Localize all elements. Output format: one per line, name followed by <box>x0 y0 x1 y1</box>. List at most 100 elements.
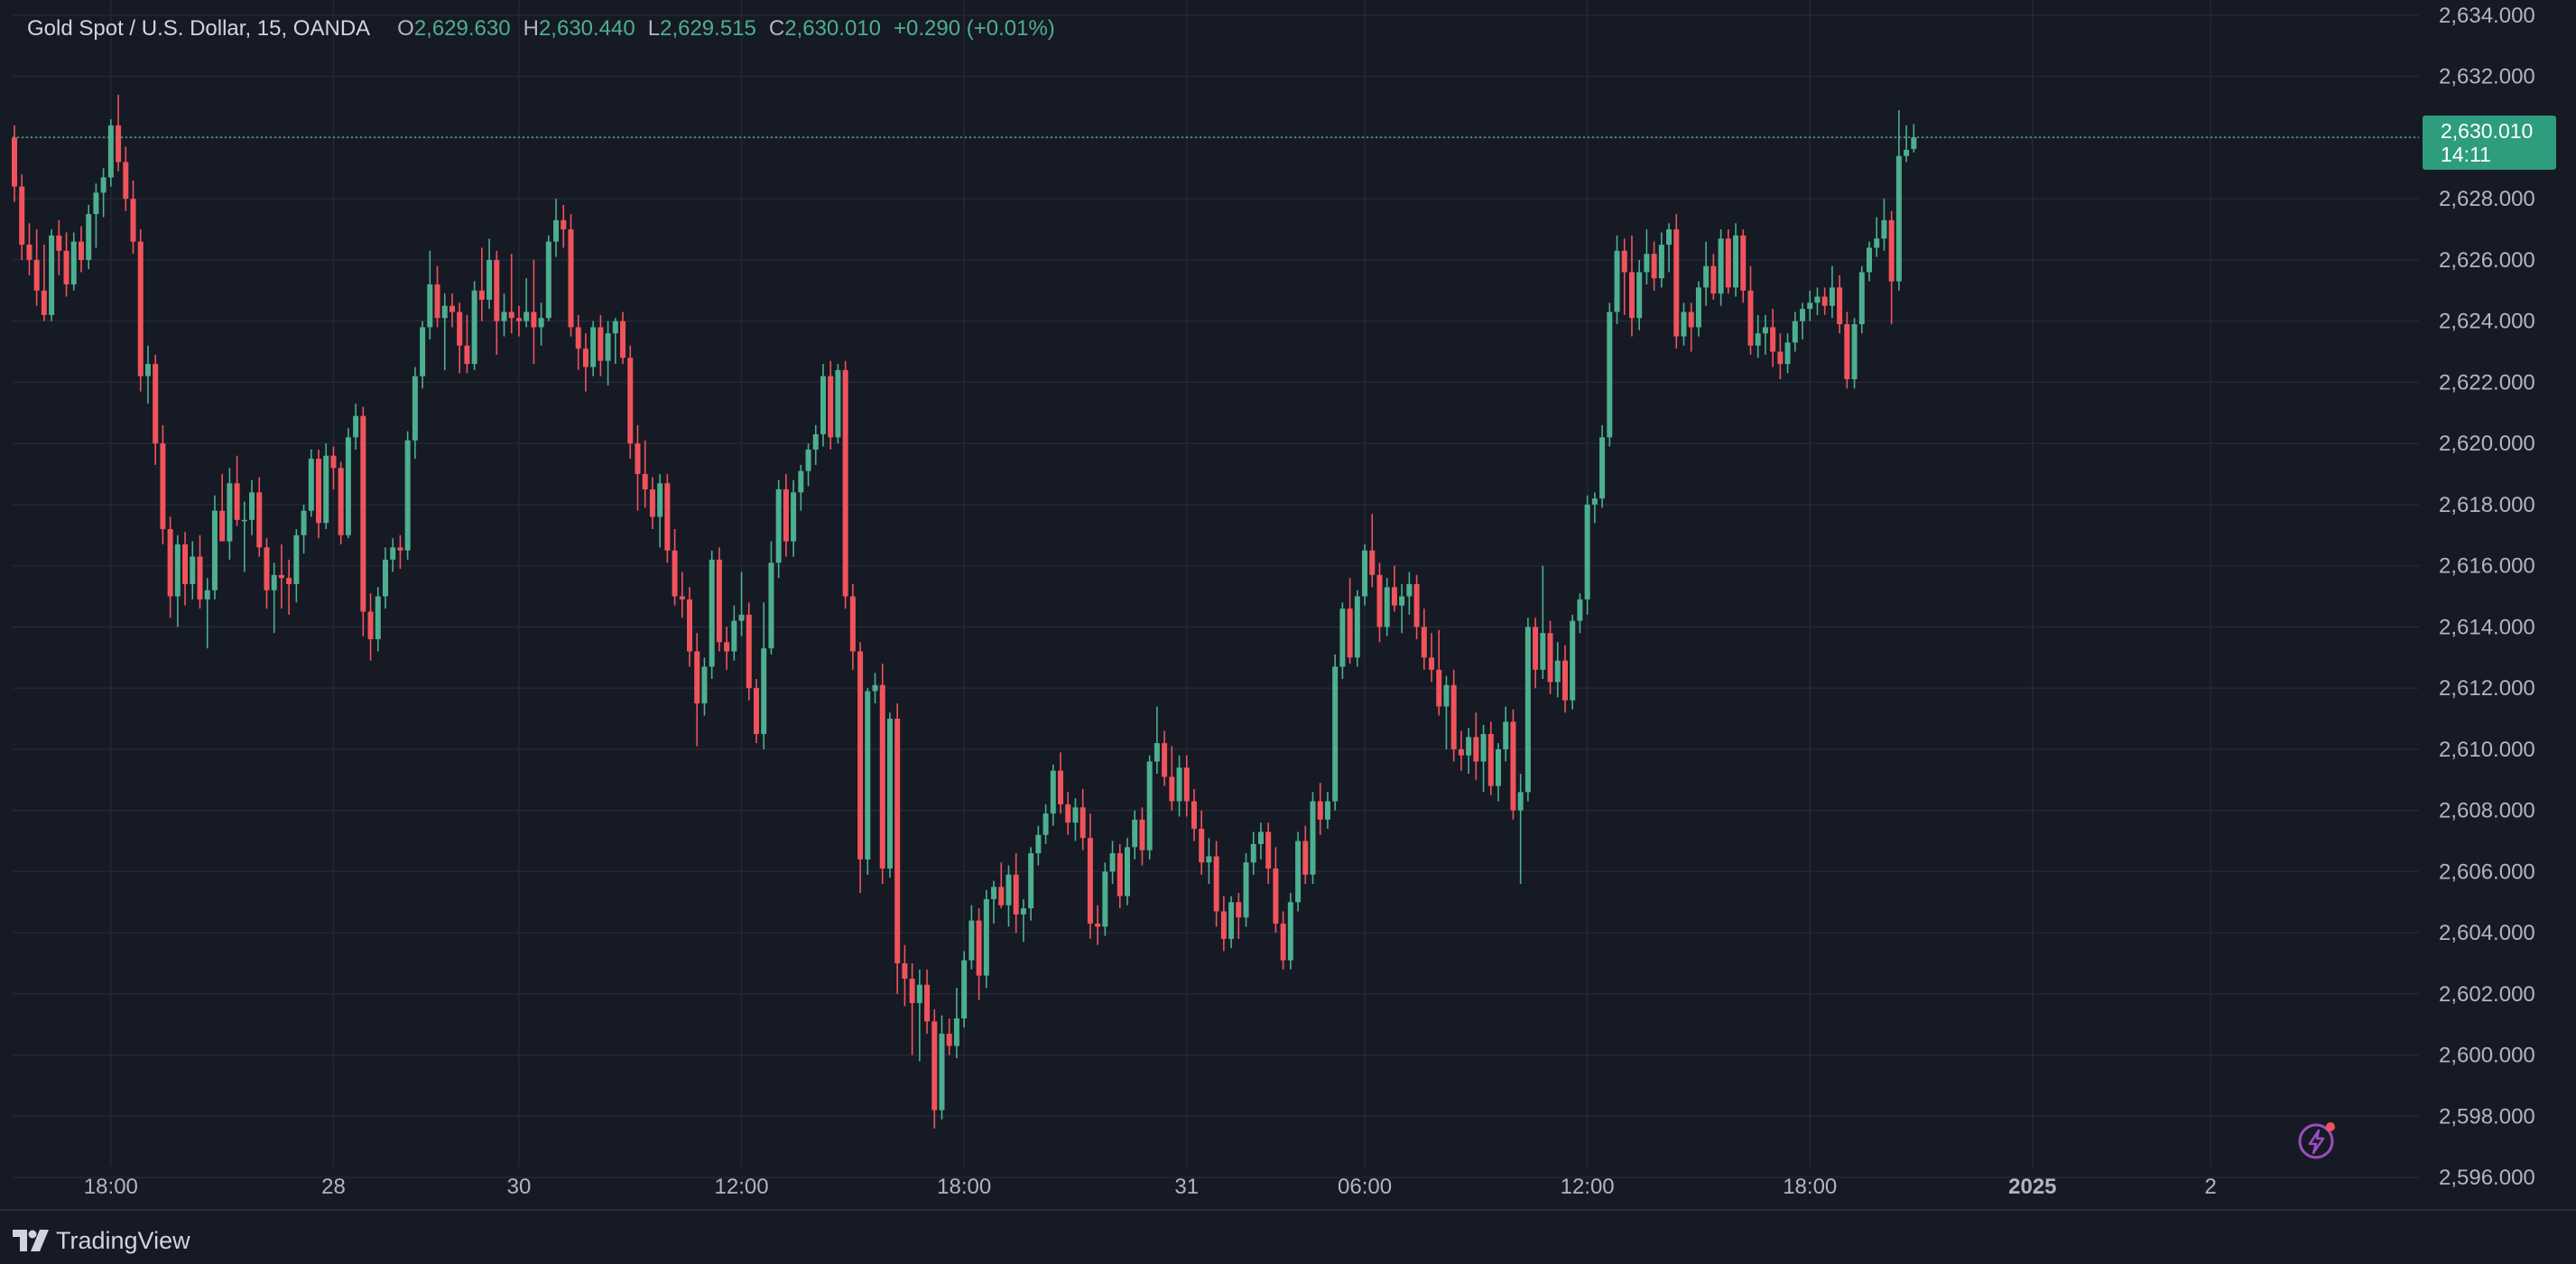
candles <box>12 95 1917 1129</box>
candle-up <box>1703 265 1710 288</box>
time-axis-label: 2 <box>2204 1175 2216 1199</box>
candle-down <box>1777 351 1784 365</box>
close-label: C <box>768 16 785 41</box>
candle-up <box>1028 853 1034 909</box>
candle-up <box>1125 847 1130 897</box>
candle-down <box>137 241 144 376</box>
candle-up <box>308 459 314 511</box>
candle-up <box>1784 342 1791 365</box>
price-axis[interactable]: 2,634.0002,632.0002,630.0002,628.0002,62… <box>2439 4 2535 1190</box>
candle-up <box>1503 721 1509 749</box>
price-axis-label: 2,626.000 <box>2439 248 2535 273</box>
time-axis[interactable]: 18:00 28 30 12:00 18:00 31 06:00 12:00 18:00 2025… <box>84 1175 2217 1199</box>
candle-up <box>605 333 611 361</box>
price-axis-label: 2,612.000 <box>2439 676 2535 701</box>
candle-up <box>204 590 210 599</box>
candle-up <box>1257 832 1264 844</box>
candle-up <box>1858 272 1865 325</box>
candle-down <box>130 199 136 242</box>
candle-down <box>12 137 17 187</box>
candle-down <box>33 259 40 291</box>
candle-down <box>783 488 789 542</box>
candle-up <box>1874 238 1880 248</box>
candle-up <box>383 559 388 597</box>
candle-down <box>1213 856 1219 912</box>
candle-up <box>1829 287 1835 306</box>
candle-down <box>1450 684 1457 749</box>
candle-up <box>1132 819 1138 848</box>
candle-down <box>1688 311 1694 328</box>
candle-up <box>211 510 218 590</box>
candle-up <box>1146 761 1153 850</box>
candle-down <box>1888 219 1895 282</box>
candle-up <box>1496 748 1501 786</box>
candle-up <box>612 321 618 334</box>
candle-down <box>1065 804 1071 823</box>
price-axis-label: 2,596.000 <box>2439 1166 2535 1190</box>
time-axis-label: 2025 <box>2008 1175 2056 1199</box>
candle-down <box>1058 770 1064 804</box>
price-axis-label: 2,622.000 <box>2439 370 2535 395</box>
candle-down <box>78 241 84 260</box>
candle-up <box>375 596 381 639</box>
candle-down <box>575 327 581 349</box>
candle-down <box>63 250 69 285</box>
candle-down <box>1139 819 1145 850</box>
candle-down <box>1191 801 1197 829</box>
candle-up <box>738 614 745 621</box>
candle-down <box>1725 238 1731 288</box>
candle-up <box>657 483 663 517</box>
price-axis-label: 2,634.000 <box>2439 4 2535 28</box>
candle-up <box>1384 587 1390 627</box>
candle-up <box>174 544 181 597</box>
candle-down <box>924 984 931 1022</box>
candle-up <box>1243 862 1249 918</box>
candle-up <box>1354 596 1360 658</box>
candle-up <box>301 510 307 535</box>
lightning-bolt-icon[interactable] <box>2298 1120 2338 1159</box>
candle-up <box>1339 609 1346 667</box>
candle-down <box>598 327 604 361</box>
candle-down <box>19 186 25 245</box>
close-value: 2,630.010 <box>784 16 881 41</box>
candle-up <box>70 241 77 285</box>
candle-up <box>968 920 975 961</box>
candle-down <box>26 244 32 260</box>
candle-down <box>1421 627 1427 658</box>
candle-down <box>1391 587 1397 606</box>
price-axis-label: 2,618.000 <box>2439 493 2535 517</box>
price-axis-label: 2,632.000 <box>2439 65 2535 89</box>
price-axis-label: 2,604.000 <box>2439 921 2535 945</box>
candle-up <box>1020 908 1026 915</box>
candle-down <box>561 219 567 230</box>
high-label: H <box>523 16 539 41</box>
candle-down <box>182 544 189 584</box>
candle-down <box>316 459 322 524</box>
candle-down <box>494 259 500 321</box>
candle-up <box>1867 247 1872 273</box>
candle-down <box>338 468 344 535</box>
candle-down <box>976 920 982 976</box>
grid-lines <box>0 0 2576 1211</box>
tradingview-brand[interactable]: TradingView <box>13 1221 190 1260</box>
low-label: L <box>647 16 661 41</box>
candle-up <box>1035 834 1042 854</box>
candle-down <box>649 488 655 517</box>
candle-up <box>1399 596 1405 606</box>
candle-up <box>49 235 55 315</box>
symbol-title[interactable]: Gold Spot / U.S. Dollar, 15, OANDA <box>27 16 371 41</box>
candle-down <box>330 455 337 469</box>
candle-up <box>701 666 708 704</box>
tradingview-logo-icon <box>13 1230 49 1251</box>
candle-up <box>872 684 878 692</box>
time-axis-label: 30 <box>507 1175 532 1199</box>
candle-up <box>420 327 426 376</box>
candle-down <box>902 963 908 979</box>
candle-up <box>1733 235 1739 288</box>
high-value: 2,630.440 <box>538 16 635 41</box>
candle-up <box>1540 633 1546 670</box>
symbol-legend: Gold Spot / U.S. Dollar, 15, OANDA O 2,62… <box>27 13 1055 45</box>
candle-up <box>1755 333 1761 346</box>
